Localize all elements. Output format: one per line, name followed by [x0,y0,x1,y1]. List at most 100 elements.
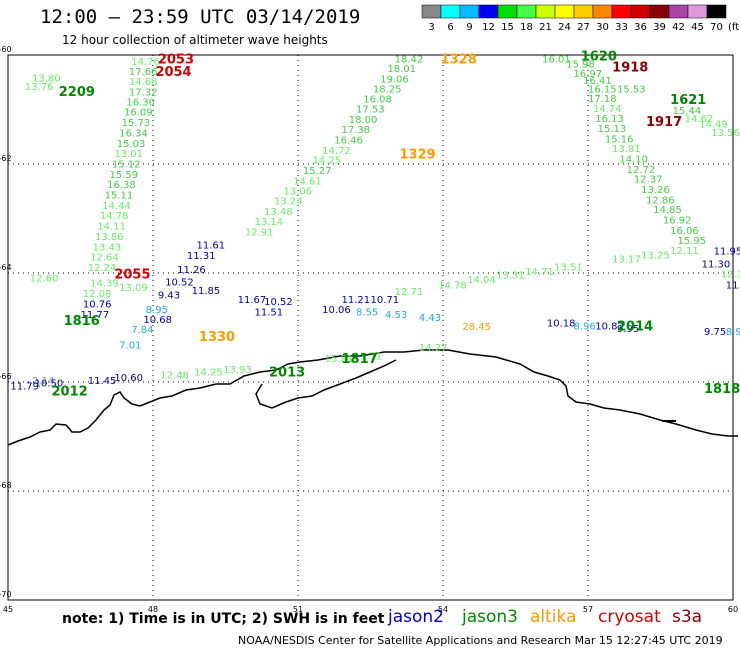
swh-value: 16.06 [670,226,699,237]
swh-value: 15.81 [325,354,354,365]
legend-label: 6 [447,22,453,33]
satellite-name-s3a: s3a [672,607,703,627]
legend-label: 30 [596,22,609,33]
swh-value: 12.86 [646,195,675,206]
swh-value: 14.62 [685,114,714,125]
swh-value: 13.81 [612,144,641,155]
swh-value: 15.13 [598,124,627,135]
satellite-name-altika: altika [530,607,577,627]
swh-value: 16.13 [595,114,624,125]
swh-value: 16.01 [542,54,571,65]
swh-value: 11.21 [342,295,371,306]
swh-value: 10.06 [322,305,351,316]
swh-value: 13.25 [641,250,670,261]
swh-value: 28.45 [462,322,491,333]
swh-value: 14.04 [467,275,496,286]
altimeter-points: 14.7617.6614.6817.3216.3016.0915.7316.34… [10,50,740,400]
lat-tick-label: -66 [0,372,12,381]
swh-value: 13.51 [554,262,583,273]
swh-value: 17.18 [588,94,617,105]
swh-value: 11.31 [187,251,216,262]
graticule: 45 48 51 54 57 60 -60 -62 -64 -66 -68 -70 [0,45,738,614]
satellite-name-jason3: jason3 [462,607,518,627]
pass-time-label: 2012 [52,385,88,400]
swh-value: 9.43 [158,290,180,301]
swh-value: 14.25 [194,368,223,379]
swh-value: 13.80 [32,73,61,84]
pass-time-label: 1620 [581,50,617,65]
swh-value: 10.18 [547,319,576,330]
pass-time-label: 2209 [59,85,95,100]
lat-tick-label: -64 [0,263,12,272]
swh-value: 12.14 [721,270,740,281]
swh-value: 14.39 [90,278,119,289]
swh-value: 8.96 [574,321,596,332]
swh-value: 13.93 [223,365,252,376]
swh-value: 13.86 [95,232,124,243]
swh-value: 4.43 [419,313,441,324]
legend-swatch [668,4,689,19]
swh-value: 12.71 [395,287,424,298]
pass-time-label: 1329 [400,148,436,163]
swh-value: 14.61 [293,176,322,187]
swh-value: 14.44 [102,201,131,212]
swh-value: 14.25 [313,156,342,167]
legend-label: 36 [634,22,647,33]
swh-value: 15.11 [105,191,134,202]
swh-value: 14.78 [438,280,467,291]
swh-value: 10.52 [165,278,194,289]
swh-value: 13.06 [284,187,313,198]
pass-time-label: 1817 [342,352,378,367]
swh-value: 10.50 [35,379,64,390]
legend-label: 15 [501,22,514,33]
swh-value: 11.79 [10,381,39,392]
swh-value: 17.38 [342,125,371,136]
legend-label: 3 [428,22,434,33]
swh-value: 9.95 [617,324,639,335]
pass-time-label: 1918 [612,60,648,75]
legend-label: 45 [691,22,704,33]
swh-value: 15.59 [110,170,139,181]
swh-value: 14.68 [129,77,158,88]
legend-label: 27 [577,22,590,33]
page-subtitle: 12 hour collection of altimeter wave hei… [62,33,328,47]
swh-value: 13.26 [641,185,670,196]
legend-swatch [440,4,461,19]
swh-value: 4.53 [385,310,407,321]
legend-swatch [497,4,518,19]
legend-swatch [478,4,499,19]
swh-value: 16.08 [363,95,392,106]
legend-swatch [535,4,556,19]
swh-value: 2.14 [32,376,54,387]
swh-value: 14.74 [593,104,622,115]
lat-tick-label: -68 [0,481,12,490]
legend-swatch [630,4,651,19]
lon-tick-label: 54 [438,605,448,614]
swh-value: 19.06 [380,74,409,85]
swh-value: 13.31 [496,271,525,282]
swh-value: 16.46 [334,135,363,146]
pass-time-label: 2013 [269,366,305,381]
pass-time-label: 1328 [441,52,477,67]
footer-credit: NOAA/NESDIS Center for Satellite Applica… [238,634,723,647]
swh-value: 14.10 [619,155,648,166]
swh-value: 12.24 [88,263,117,274]
legend-swatch [459,4,480,19]
swh-value: 12.60 [30,273,59,284]
antarctic-coastline [7,349,738,446]
swh-value: 10.60 [114,373,143,384]
pass-time-label: 2055 [114,268,150,283]
legend-label: 21 [539,22,552,33]
swh-value: 13.17 [612,254,641,265]
swh-value: 10.76 [83,300,112,311]
swh-value: 10.52 [264,297,293,308]
swh-value: 15.27 [303,166,332,177]
legend-swatch [592,4,613,19]
lon-tick-label: 57 [583,605,593,614]
swh-value: 18.25 [373,84,402,95]
swh-value: 12.08 [83,289,112,300]
swh-value: 18.42 [395,54,424,65]
swh-value: 10.82 [595,321,624,332]
legend-swatch [554,4,575,19]
legend-label: 9 [466,22,472,33]
